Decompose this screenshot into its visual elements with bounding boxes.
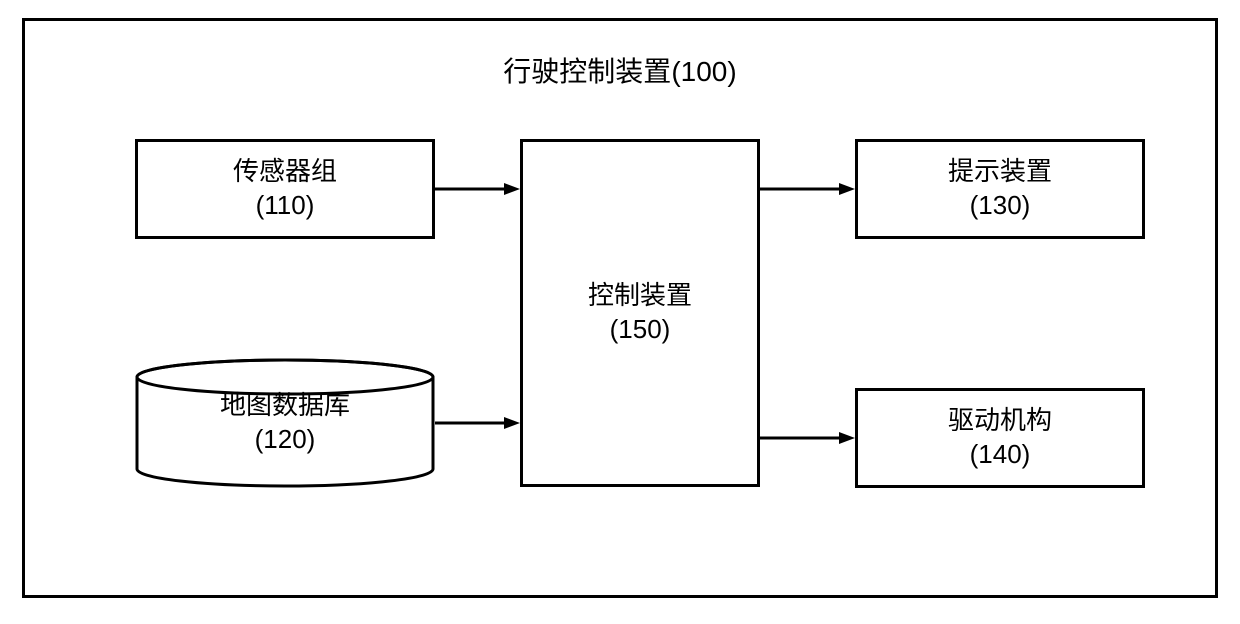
control-label: 控制装置 xyxy=(588,279,692,313)
display-label: 提示装置 xyxy=(948,155,1052,189)
node-drive-mechanism: 驱动机构 (140) xyxy=(855,388,1145,488)
node-display-device: 提示装置 (130) xyxy=(855,139,1145,239)
sensor-label: 传感器组 xyxy=(233,155,337,189)
node-control-device: 控制装置 (150) xyxy=(520,139,760,487)
title-label: 行驶控制装置 xyxy=(503,56,671,87)
display-num: (130) xyxy=(970,189,1031,223)
control-num: (150) xyxy=(610,313,671,347)
title-num: (100) xyxy=(671,56,736,87)
sensor-num: (110) xyxy=(256,189,315,223)
node-sensor-group: 传感器组 (110) xyxy=(135,139,435,239)
diagram-title: 行驶控制装置(100) xyxy=(420,50,820,90)
mapdb-label: 地图数据库 xyxy=(220,390,350,420)
node-map-database: 地图数据库 (120) xyxy=(135,358,435,488)
drive-label: 驱动机构 xyxy=(948,404,1052,438)
mapdb-num: (120) xyxy=(255,424,316,454)
drive-num: (140) xyxy=(970,438,1031,472)
